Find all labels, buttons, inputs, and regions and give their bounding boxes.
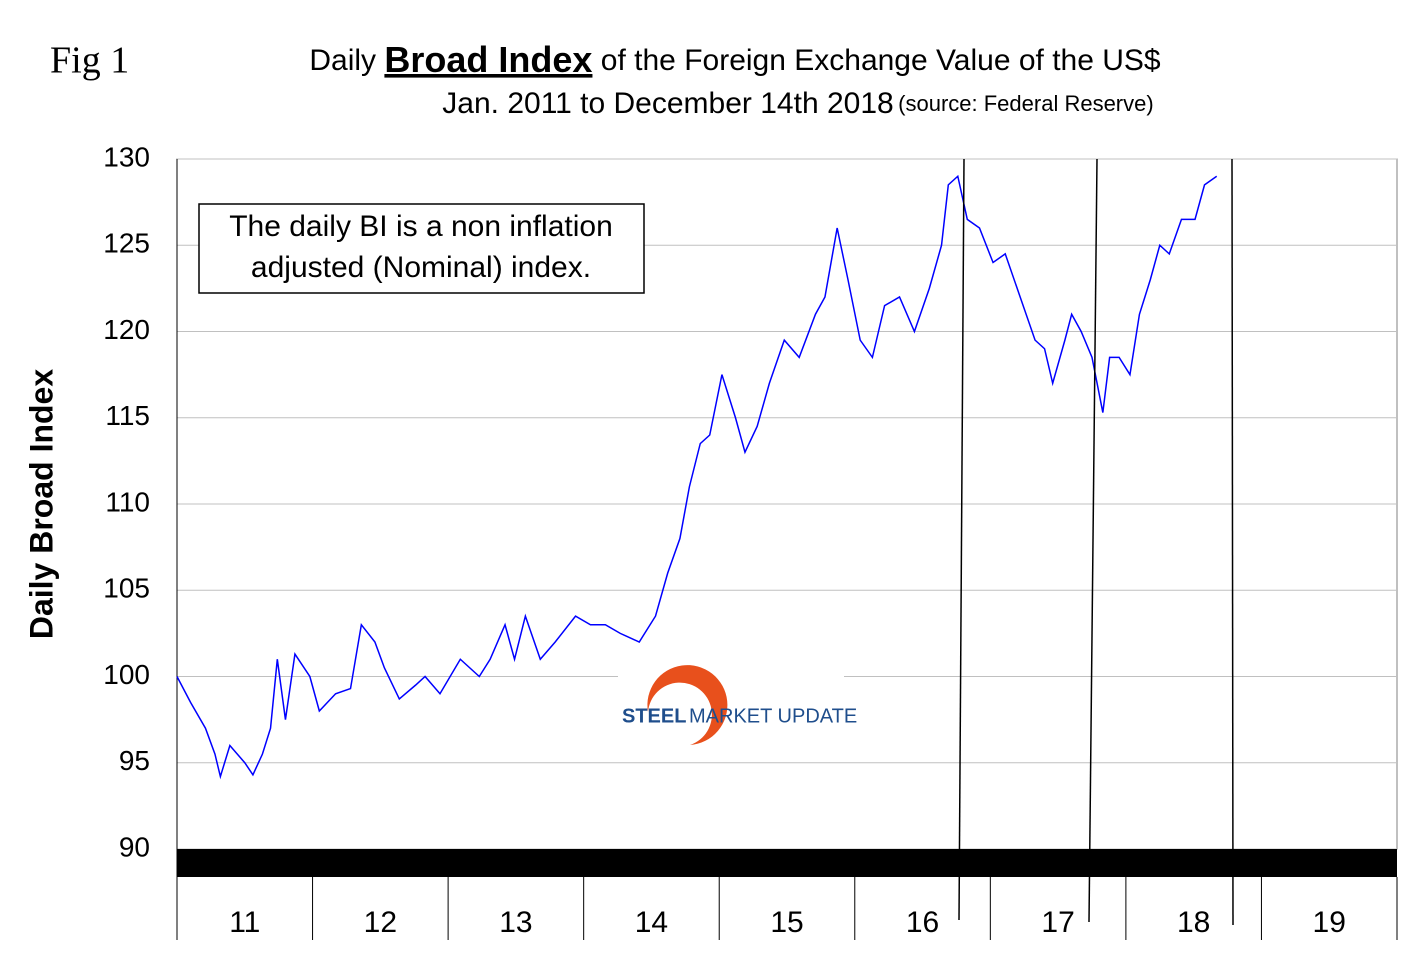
figure-label: Fig 1 (50, 40, 129, 82)
annotation: adjusted (Nominal) index. (251, 251, 591, 284)
y-tick-label: 90 (119, 831, 150, 862)
baseline-band (177, 849, 1397, 877)
title-part: Daily (309, 44, 376, 77)
x-tick-label: 15 (770, 906, 803, 939)
y-tick-label: 95 (119, 745, 150, 776)
y-tick-label: 100 (103, 659, 150, 690)
y-axis-label: Daily Broad Index (23, 369, 59, 640)
marker-line (958, 158, 965, 921)
title-emphasis: Broad Index (384, 39, 592, 80)
y-tick-label: 125 (103, 228, 150, 259)
x-tick-label: 13 (499, 906, 532, 939)
logo-text: MARKET UPDATE (689, 705, 857, 727)
x-tick-label: 18 (1177, 906, 1210, 939)
y-tick-label: 120 (103, 314, 150, 345)
x-tick-label: 16 (906, 906, 939, 939)
annotation-box (198, 203, 645, 294)
annotation: The daily BI is a non inflation (229, 210, 613, 243)
logo: STEEL MARKET UPDATE (618, 665, 857, 756)
marker-line (1088, 158, 1098, 923)
subtitle-text: Jan. 2011 to December 14th 2018 (442, 87, 893, 120)
y-tick-label: 105 (103, 573, 150, 604)
x-tick-label: 12 (364, 906, 397, 939)
marker-line (1231, 158, 1234, 926)
data-line (176, 174, 1218, 780)
x-tick-label: 11 (229, 906, 260, 939)
x-tick-label: 17 (1041, 906, 1074, 939)
y-tick-label: 130 (103, 141, 150, 172)
subtitle: Jan. 2011 to December 14th 2018 (source:… (442, 87, 1153, 120)
source: (source: Federal Reserve) (898, 91, 1154, 116)
y-tick-label: 110 (105, 486, 150, 517)
title-part: of the Foreign Exchange Value of the US$ (601, 44, 1161, 77)
logo-text: STEEL (622, 705, 686, 727)
y-tick-label: 115 (105, 400, 150, 431)
x-tick-label: 14 (635, 906, 668, 939)
logo-swoosh (647, 665, 728, 745)
chart-title: Daily Broad Index of the Foreign Exchang… (309, 39, 1161, 80)
x-tick-label: 19 (1313, 906, 1346, 939)
